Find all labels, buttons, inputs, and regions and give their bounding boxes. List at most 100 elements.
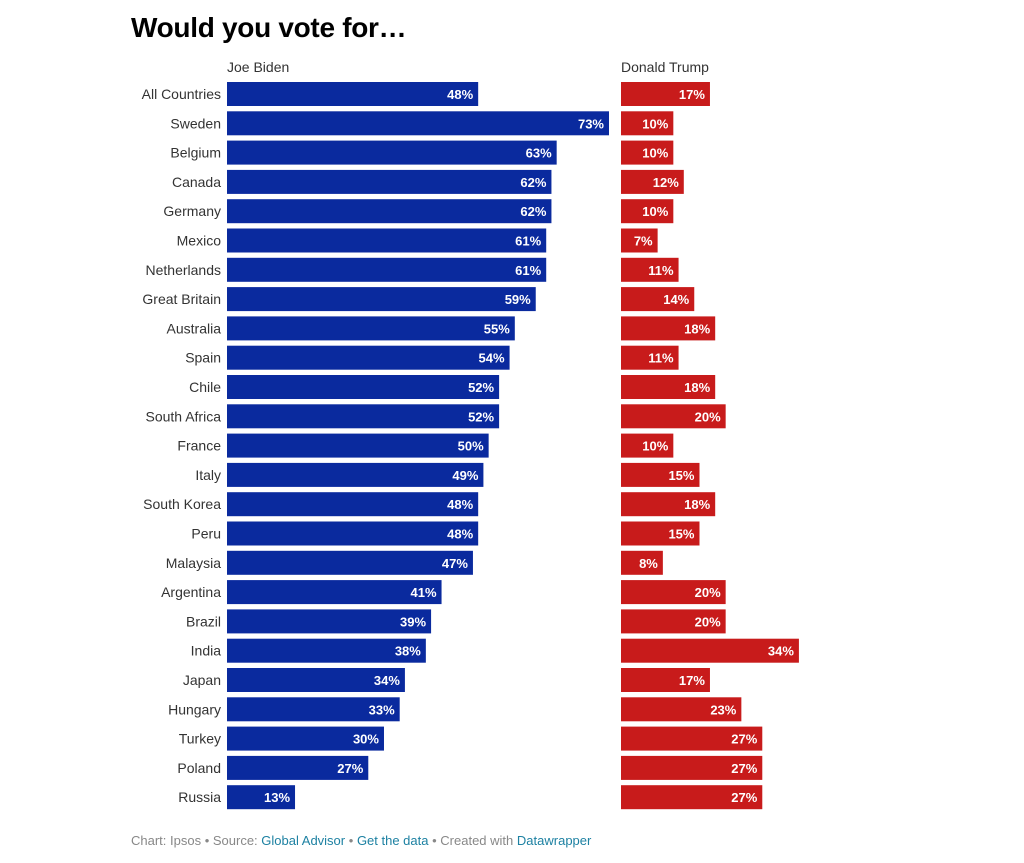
bar-value-label: 20% [695,409,721,424]
bar-value-label: 61% [515,234,541,249]
category-label: Russia [178,789,221,805]
bar-trump [621,462,700,487]
bar-value-label: 50% [458,439,484,454]
bar-value-label: 38% [395,644,421,659]
bar-value-label: 62% [520,204,546,219]
datawrapper-link[interactable]: Datawrapper [516,833,592,848]
bar-value-label: 62% [520,175,546,190]
bar-biden [227,257,547,282]
category-label: Belgium [170,145,221,161]
bar-trump [621,375,716,399]
bar-trump [621,668,710,692]
source-link[interactable]: Global Advisor [261,833,346,848]
bar-value-label: 11% [648,351,674,366]
bar-value-label: 48% [447,497,473,512]
bar-value-label: 55% [484,321,510,336]
bar-trump [621,755,763,780]
category-label: India [191,643,222,659]
bar-value-label: 17% [679,87,705,102]
bar-value-label: 33% [369,702,395,717]
bar-biden [227,169,552,194]
bar-biden [227,668,405,692]
bar-value-label: 39% [400,614,426,629]
bar-value-label: 27% [731,790,757,805]
series-header: Donald Trump [621,59,709,75]
bar-biden [227,433,489,458]
bar-trump [621,169,684,194]
category-label: Netherlands [146,262,222,278]
bar-biden [227,111,609,136]
category-label: Malaysia [166,555,221,571]
bar-biden [227,697,400,722]
bar-value-label: 18% [684,497,710,512]
category-label: Japan [183,672,221,688]
chart-svg: Joe Biden Donald Trump All Countries Sweden… [142,59,799,810]
category-label: All Countries [142,86,221,102]
footer-separator: • [348,833,354,848]
bar-value-label: 59% [505,292,531,307]
category-label: Sweden [170,115,221,131]
bar-trump [621,609,726,634]
category-label: Mexico [177,233,222,249]
bar-trump [621,697,742,722]
category-label: South Africa [146,408,222,424]
get-data-link[interactable]: Get the data [356,833,429,848]
bar-trump [621,111,674,136]
bar-value-label: 7% [634,234,653,249]
category-label: Turkey [179,731,221,747]
bar-trump [621,404,726,429]
bar-value-label: 15% [668,468,694,483]
bar-value-label: 23% [710,702,736,717]
bar-trump [621,550,663,575]
bar-value-label: 41% [411,585,437,600]
bar-trump [621,580,726,605]
category-label: Spain [185,350,221,366]
bar-value-label: 54% [479,351,505,366]
footer-created-with: • Created with [432,833,514,848]
bar-trump [621,287,695,312]
bar-biden [227,492,479,517]
bar-trump [621,199,674,224]
bar-biden [227,345,510,370]
bar-value-label: 48% [447,87,473,102]
bar-value-label: 14% [663,292,689,307]
bar-trump [621,257,679,282]
series-header: Joe Biden [227,59,289,75]
category-label: Argentina [161,584,221,600]
bar-value-label: 13% [264,790,290,805]
bar-value-label: 34% [768,644,794,659]
bar-biden [227,228,547,253]
bar-value-label: 48% [447,527,473,542]
bar-biden [227,82,479,106]
bar-biden [227,785,296,810]
bar-biden [227,404,500,429]
bar-trump [621,316,716,341]
bar-value-label: 18% [684,321,710,336]
category-label: France [177,438,221,454]
bar-trump [621,140,674,165]
bar-trump [621,82,710,106]
bar-biden [227,287,536,312]
footer-credit: Chart: Ipsos • Source: [131,833,258,848]
bar-biden [227,580,442,605]
bar-biden [227,755,369,780]
bar-biden [227,462,484,487]
category-label: Poland [177,760,221,776]
category-label: Canada [172,174,221,190]
bar-value-label: 63% [526,146,552,161]
chart-title: Would you vote for… [131,12,407,43]
category-label: Italy [195,467,221,483]
bar-value-label: 73% [578,116,604,131]
bar-biden [227,375,500,399]
bar-value-label: 52% [468,409,494,424]
bar-value-label: 10% [642,116,668,131]
bar-biden [227,521,479,546]
bar-value-label: 11% [648,263,674,278]
bar-value-label: 18% [684,380,710,395]
bar-value-label: 10% [642,439,668,454]
bar-biden [227,316,515,341]
bar-value-label: 20% [695,585,721,600]
bar-value-label: 12% [653,175,679,190]
bar-trump [621,492,716,517]
bar-biden [227,199,552,224]
